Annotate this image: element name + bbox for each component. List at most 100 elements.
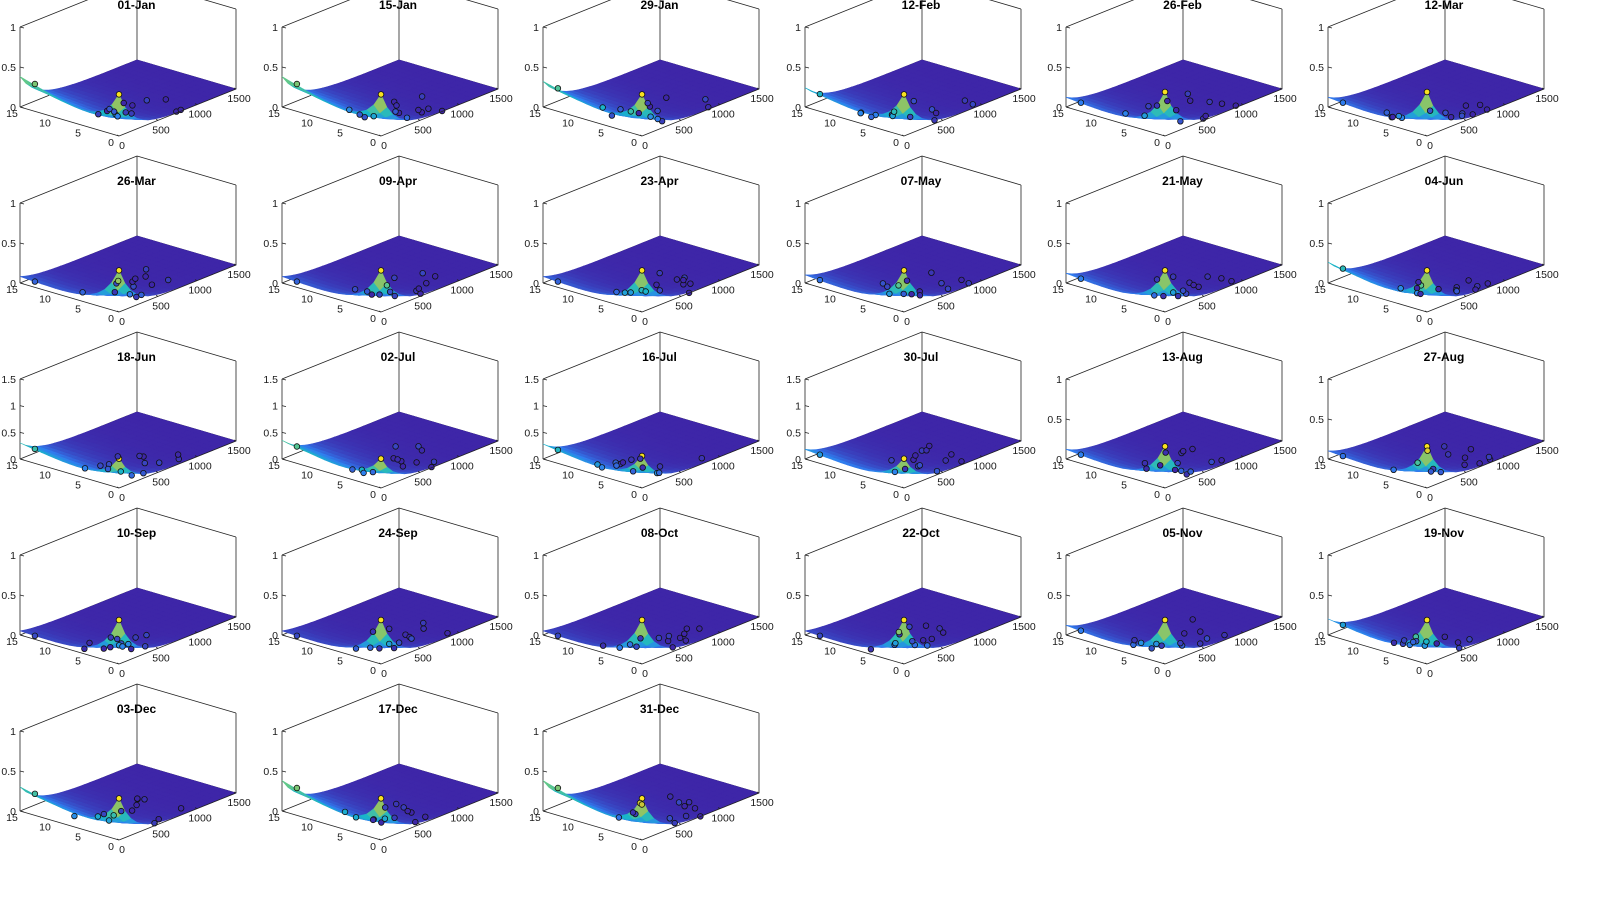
z-tick bbox=[542, 458, 548, 461]
data-point bbox=[1177, 118, 1184, 125]
data-point bbox=[1441, 109, 1449, 116]
x-tick-label: 500 bbox=[414, 300, 432, 312]
panel-title: 30-Jul bbox=[903, 350, 939, 364]
data-point bbox=[1339, 265, 1346, 272]
data-point bbox=[637, 455, 644, 462]
z-tick-label: 1 bbox=[10, 198, 16, 210]
data-point bbox=[1476, 101, 1483, 109]
z-tick bbox=[1327, 26, 1332, 29]
data-point bbox=[79, 289, 86, 296]
z-tick-label: 0.5 bbox=[786, 238, 801, 250]
z-tick bbox=[1327, 242, 1332, 245]
data-point bbox=[608, 112, 616, 119]
z-tick-label: 1 bbox=[533, 401, 539, 413]
z-tick bbox=[804, 26, 809, 29]
data-point bbox=[377, 91, 384, 98]
z-tick bbox=[1327, 66, 1332, 69]
surface-mesh bbox=[19, 235, 237, 297]
z-tick-label: 0 bbox=[533, 278, 539, 290]
data-point bbox=[418, 269, 426, 277]
data-point bbox=[1179, 287, 1187, 294]
data-point bbox=[1423, 88, 1430, 96]
data-point bbox=[619, 459, 627, 466]
data-point bbox=[1383, 109, 1390, 116]
x-tick-label: 1500 bbox=[1535, 269, 1559, 281]
y-tick-label: 15 bbox=[791, 284, 803, 296]
y-axis-line bbox=[542, 282, 643, 313]
axis-box-line bbox=[465, 0, 498, 10]
x-tick-label: 500 bbox=[414, 124, 432, 136]
x-tick bbox=[116, 310, 120, 313]
z-tick bbox=[1065, 26, 1071, 29]
y-tick-label: 0 bbox=[108, 137, 114, 149]
x-tick-label: 1000 bbox=[711, 109, 735, 121]
x-tick bbox=[1018, 87, 1021, 90]
x-tick bbox=[901, 134, 904, 137]
x-tick bbox=[378, 310, 381, 313]
x-tick bbox=[678, 118, 682, 121]
x-tick-label: 1000 bbox=[1496, 285, 1520, 297]
panel-title: 23-Apr bbox=[640, 174, 679, 188]
surface-patch bbox=[896, 93, 910, 114]
z-tick bbox=[281, 378, 286, 381]
data-point bbox=[885, 290, 893, 297]
data-point bbox=[355, 111, 363, 118]
x-tick-label: 0 bbox=[642, 492, 648, 504]
data-point bbox=[431, 273, 438, 280]
data-point bbox=[391, 443, 399, 450]
z-tick bbox=[542, 282, 548, 285]
axis-box-line bbox=[726, 0, 760, 10]
data-point bbox=[907, 290, 915, 298]
z-tick bbox=[1065, 106, 1071, 109]
axis-box-line bbox=[19, 331, 138, 380]
data-point bbox=[120, 99, 127, 107]
y-tick-label: 5 bbox=[1383, 127, 1389, 139]
z-tick bbox=[804, 242, 809, 245]
x-tick bbox=[233, 87, 237, 90]
chart-panel: 30-Jul 0 500 1000 1500 0 5 10 15 0 0.5 1 1.5 bbox=[786, 331, 1054, 532]
axis-box-line bbox=[1444, 155, 1544, 186]
panel-title: 18-Jun bbox=[117, 350, 156, 364]
data-point bbox=[969, 101, 976, 108]
y-tick-label: 15 bbox=[1314, 108, 1326, 120]
x-tick bbox=[979, 103, 982, 106]
x-tick-label: 1000 bbox=[973, 285, 997, 297]
data-point bbox=[1153, 276, 1161, 283]
z-tick-label: 0.5 bbox=[1047, 238, 1062, 250]
x-tick-label: 500 bbox=[675, 476, 693, 488]
data-point bbox=[115, 267, 123, 274]
z-tick-label: 1 bbox=[795, 22, 801, 34]
y-tick-label: 15 bbox=[1314, 284, 1326, 296]
data-point bbox=[1388, 113, 1396, 121]
z-tick bbox=[281, 66, 286, 69]
data-point bbox=[1447, 113, 1454, 121]
z-tick bbox=[1065, 202, 1071, 205]
panel-title: 21-May bbox=[1162, 174, 1203, 188]
data-point bbox=[422, 279, 429, 287]
surface-mesh bbox=[281, 235, 499, 297]
y-tick-label: 10 bbox=[1085, 118, 1097, 130]
z-tick bbox=[281, 26, 286, 29]
z-tick-label: 1 bbox=[1056, 198, 1062, 210]
data-point bbox=[140, 469, 147, 477]
axis-box-line bbox=[1065, 155, 1184, 204]
data-point bbox=[1190, 281, 1197, 289]
chart-panel: 01-Jan 0 500 1000 1500 0 5 10 15 0 0.5 1 bbox=[1, 0, 269, 180]
y-tick-label: 0 bbox=[108, 313, 114, 325]
data-point bbox=[390, 274, 398, 281]
data-point bbox=[1184, 90, 1191, 97]
y-tick-label: 15 bbox=[791, 108, 803, 120]
data-point bbox=[1141, 112, 1148, 119]
data-point bbox=[148, 281, 156, 288]
z-tick-label: 1 bbox=[1318, 198, 1324, 210]
data-point bbox=[1077, 275, 1085, 282]
data-point bbox=[1416, 290, 1424, 298]
x-tick bbox=[717, 103, 721, 106]
data-point bbox=[1153, 102, 1161, 109]
z-tick-label: 0.5 bbox=[263, 62, 278, 74]
x-axis-line bbox=[118, 440, 237, 489]
x-axis-line bbox=[903, 264, 1021, 313]
data-point bbox=[653, 281, 660, 288]
